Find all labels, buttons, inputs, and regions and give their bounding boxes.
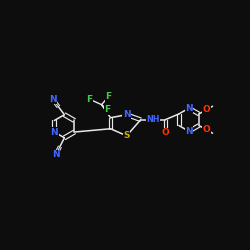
Text: F: F <box>106 92 112 101</box>
Text: NH: NH <box>146 115 160 124</box>
Text: F: F <box>86 95 92 104</box>
Text: N: N <box>52 150 60 159</box>
Text: O: O <box>202 105 210 114</box>
Text: F: F <box>104 105 110 114</box>
Text: N: N <box>49 95 57 104</box>
Text: O: O <box>202 125 210 134</box>
Text: S: S <box>123 131 130 140</box>
Text: N: N <box>50 128 58 136</box>
Text: N: N <box>123 110 130 119</box>
Text: N: N <box>185 104 193 113</box>
Text: N: N <box>185 127 193 136</box>
Text: O: O <box>162 128 169 137</box>
